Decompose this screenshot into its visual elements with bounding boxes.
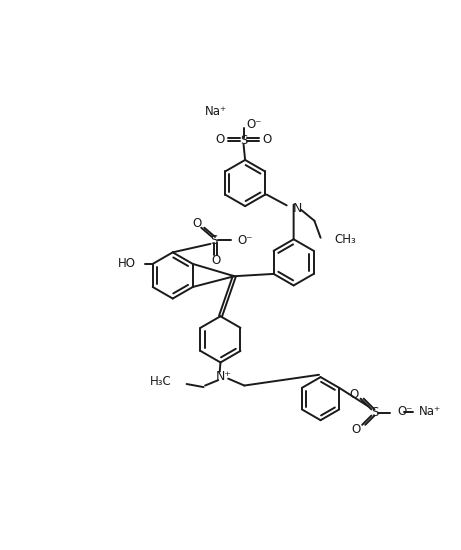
Text: O: O — [350, 388, 359, 400]
Text: CH₃: CH₃ — [334, 233, 356, 246]
Text: O⁻: O⁻ — [397, 405, 413, 418]
Text: O: O — [216, 133, 225, 146]
Text: O⁻: O⁻ — [237, 234, 253, 246]
Text: N: N — [293, 202, 302, 215]
Text: N⁺: N⁺ — [216, 370, 231, 383]
Text: O⁻: O⁻ — [246, 118, 261, 131]
Text: S: S — [211, 234, 218, 246]
Text: O: O — [351, 423, 361, 436]
Text: H₃C: H₃C — [149, 375, 171, 388]
Text: O: O — [193, 217, 202, 229]
Text: S: S — [371, 406, 378, 419]
Text: Na⁺: Na⁺ — [419, 405, 441, 418]
Text: O: O — [211, 254, 220, 267]
Text: S: S — [240, 134, 247, 147]
Text: O: O — [262, 133, 272, 146]
Text: Na⁺: Na⁺ — [205, 105, 227, 118]
Text: HO: HO — [118, 257, 136, 271]
